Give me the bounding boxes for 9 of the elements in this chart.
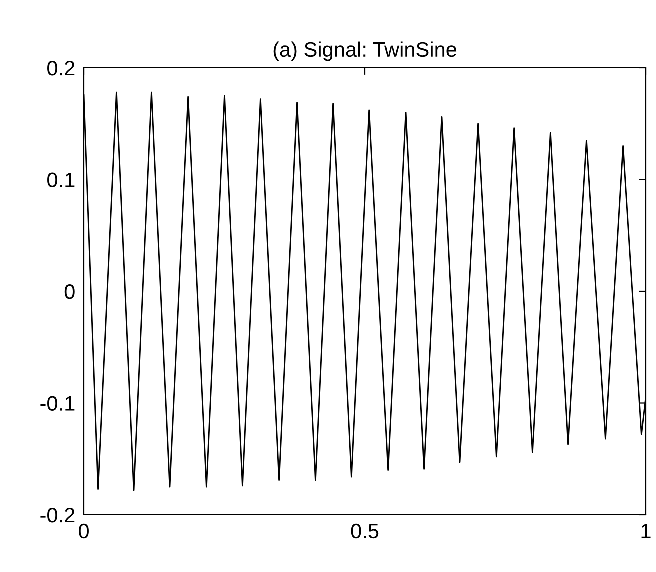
y-tick-label: -0.2 — [40, 508, 75, 523]
x-tick-label: 0.5 — [351, 524, 379, 539]
x-tick-label: 1 — [642, 524, 651, 538]
y-tick-label: 0.2 — [48, 61, 75, 76]
y-tick-label: -0.1 — [40, 396, 75, 412]
x-tick-label: 0 — [79, 524, 89, 539]
y-tick-label: 0.1 — [48, 172, 75, 188]
y-tick-label: 0 — [64, 284, 75, 300]
chart-title: (a) Signal: TwinSine — [274, 42, 457, 62]
